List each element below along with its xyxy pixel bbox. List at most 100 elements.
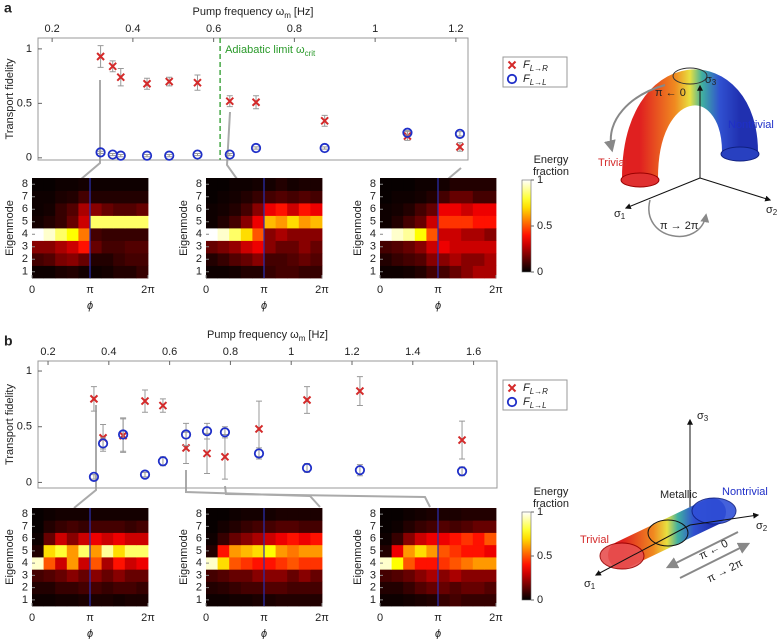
- sym: σ: [584, 578, 591, 590]
- heat-cell: [461, 508, 474, 521]
- x-tick-label: 0: [29, 284, 35, 296]
- heat-cell: [310, 215, 323, 229]
- heat-cell: [414, 265, 427, 279]
- heat-cell: [240, 228, 253, 241]
- error-bar: [144, 154, 151, 158]
- heat-cell: [101, 240, 114, 254]
- heat-cell: [101, 253, 114, 266]
- heat-cell: [55, 508, 68, 521]
- heat-cell: [391, 253, 404, 266]
- heat-cell: [298, 178, 311, 191]
- heat-cell: [287, 520, 300, 533]
- heat-cell: [310, 520, 323, 533]
- heat-cell: [78, 215, 91, 229]
- y-tick-label: 6: [22, 203, 28, 215]
- heat-cell: [380, 253, 392, 266]
- heat-cell: [206, 178, 218, 191]
- heat-cell: [275, 569, 288, 582]
- heat-cell: [101, 508, 114, 521]
- heat-cell: [391, 544, 404, 558]
- heat-cell: [206, 228, 218, 241]
- y-tick-label: 3: [370, 569, 376, 581]
- heat-cell: [206, 581, 218, 595]
- heat-cell: [66, 544, 79, 558]
- sub: 2: [773, 208, 778, 217]
- heat-cell: [426, 593, 439, 607]
- x-tick-label: 2π: [489, 284, 503, 296]
- subscript: m: [299, 334, 306, 343]
- marker-circle: [454, 128, 466, 139]
- heat-cell: [264, 265, 276, 279]
- y-tick-label: 8: [370, 508, 376, 520]
- heat-cell: [298, 265, 311, 279]
- label-part: F: [523, 396, 531, 408]
- colorbar-tick-label: 1: [537, 506, 543, 518]
- marker-circle: [250, 142, 262, 154]
- y-tick-label: 0.5: [17, 421, 32, 433]
- heat-cell: [217, 265, 230, 279]
- heat-cell: [449, 253, 462, 266]
- x-tick-label: 1.2: [344, 346, 359, 358]
- heat-cell: [380, 228, 392, 241]
- heat-cell: [287, 569, 300, 582]
- y-tick-label: 5: [370, 545, 376, 557]
- heat-cell: [136, 178, 149, 191]
- heat-cell: [55, 532, 68, 546]
- error-bar: [404, 130, 411, 136]
- ellipse: [599, 542, 645, 570]
- heat-cell: [426, 557, 439, 570]
- marker-circle: [115, 150, 126, 161]
- colorbar-tick-label: 0: [537, 594, 543, 606]
- heat-cell: [484, 265, 497, 279]
- ellipse: [647, 519, 689, 547]
- heat-cell: [264, 190, 276, 204]
- heat-cell: [66, 178, 79, 191]
- sym: σ: [614, 208, 621, 220]
- y-axis-label: Eigenmode: [4, 200, 16, 256]
- x-tick-label: 1: [288, 346, 294, 358]
- heat-cell: [287, 508, 300, 521]
- marker-cross: [165, 77, 174, 86]
- error-bar: [204, 422, 211, 440]
- heat-cell: [101, 569, 114, 582]
- y-tick-label: 3: [22, 569, 28, 581]
- heat-cell: [414, 240, 427, 254]
- colorbar: [521, 511, 532, 601]
- heat-cell: [484, 253, 497, 266]
- heat-cell: [90, 544, 102, 558]
- heat-cell: [78, 557, 91, 570]
- legend-marker: [507, 60, 517, 70]
- heat-cell: [472, 569, 485, 582]
- heat-cell: [229, 557, 242, 570]
- heat-cell: [461, 265, 474, 279]
- heat-cell: [391, 532, 404, 546]
- y-tick-label: 1: [22, 594, 28, 606]
- x-tick-label: 2π: [489, 612, 503, 624]
- heat-cell: [414, 544, 427, 558]
- y-tick-label: 3: [196, 241, 202, 253]
- heat-cell: [90, 508, 102, 521]
- heat-cell: [252, 508, 265, 521]
- heat-cell: [101, 520, 114, 533]
- marker-circle: [201, 426, 213, 437]
- y-tick-label: 1: [196, 594, 202, 606]
- heat-cell: [136, 265, 149, 279]
- heat-cell: [298, 520, 311, 533]
- heat-cell: [426, 240, 439, 254]
- heat-cell: [472, 190, 485, 204]
- heat-cell: [461, 215, 474, 229]
- heat-cell: [206, 190, 218, 204]
- heat-cell: [449, 520, 462, 533]
- legend-label: FL→L: [523, 73, 547, 87]
- heat-cell: [43, 557, 56, 570]
- heat-cell: [472, 240, 485, 254]
- heat-cell: [252, 265, 265, 279]
- label-nontrivial: Nontrivial: [722, 486, 768, 498]
- heat-cell: [252, 581, 265, 595]
- heat-cell: [391, 190, 404, 204]
- heat-cell: [113, 178, 126, 191]
- heat-cell: [43, 532, 56, 546]
- marker-circle: [88, 471, 100, 482]
- heat-cell: [124, 240, 137, 254]
- heat-cell: [298, 228, 311, 241]
